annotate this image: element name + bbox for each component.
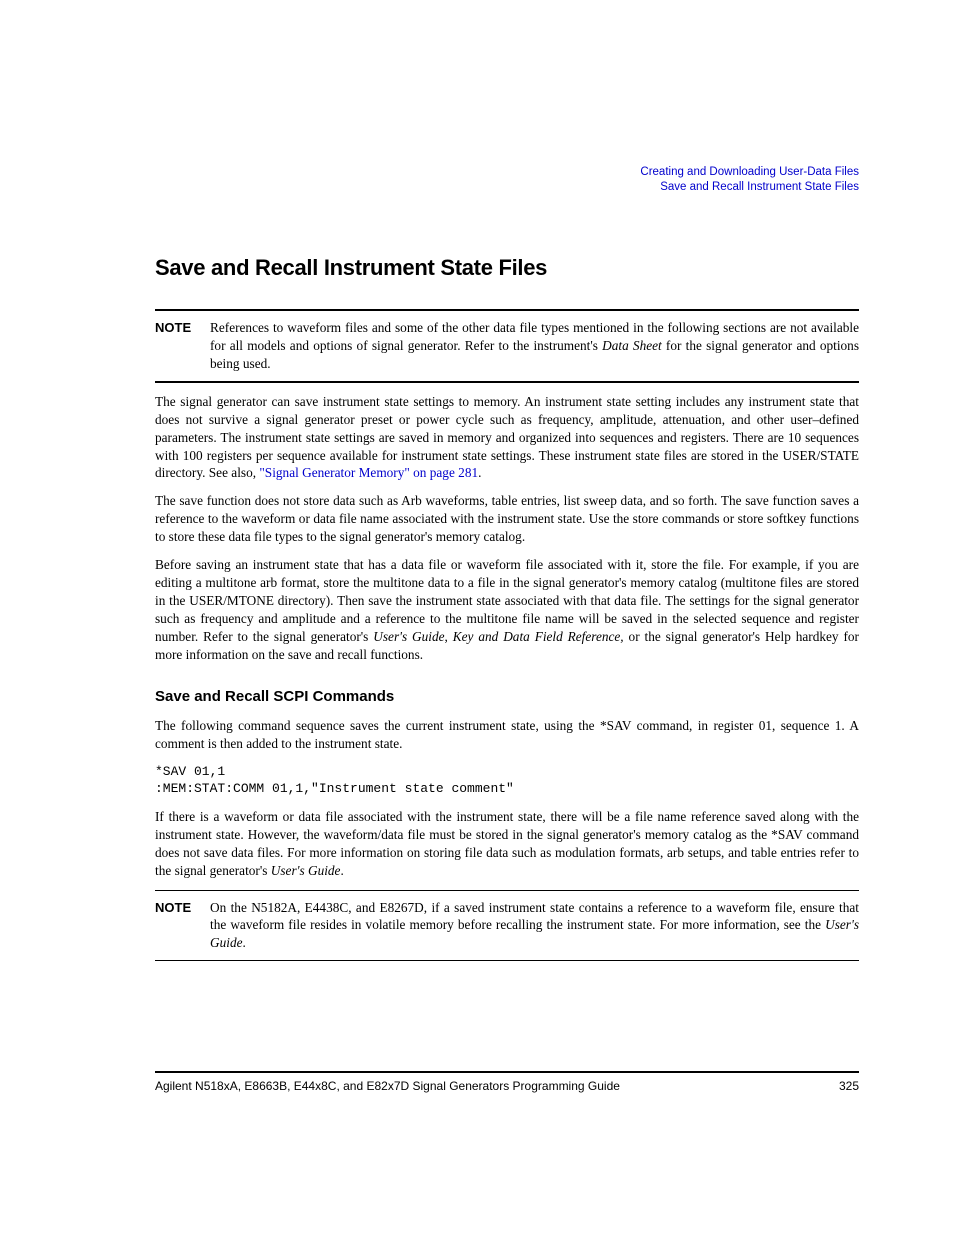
- note2-rule-bottom: [155, 960, 859, 961]
- note-label: NOTE: [155, 899, 210, 953]
- running-header: Creating and Downloading User-Data Files…: [155, 165, 859, 195]
- paragraph-1: The signal generator can save instrument…: [155, 393, 859, 483]
- note-rule-bottom: [155, 381, 859, 383]
- header-chapter: Creating and Downloading User-Data Files: [155, 165, 859, 180]
- note-body: References to waveform files and some of…: [210, 319, 859, 373]
- subheading-scpi: Save and Recall SCPI Commands: [155, 688, 859, 705]
- xref-link[interactable]: "Signal Generator Memory" on page 281: [259, 465, 478, 480]
- note-block-1: NOTE References to waveform files and so…: [155, 319, 859, 373]
- code-block: *SAV 01,1 :MEM:STAT:COMM 01,1,"Instrumen…: [155, 763, 859, 798]
- paragraph-2: The save function does not store data su…: [155, 492, 859, 546]
- page-number: 325: [839, 1079, 859, 1093]
- note-block-2: NOTE On the N5182A, E4438C, and E8267D, …: [155, 899, 859, 953]
- note-rule-top: [155, 309, 859, 311]
- page-footer: Agilent N518xA, E8663B, E44x8C, and E82x…: [155, 1073, 859, 1093]
- page-title: Save and Recall Instrument State Files: [155, 255, 859, 281]
- paragraph-4: The following command sequence saves the…: [155, 717, 859, 753]
- footer-title: Agilent N518xA, E8663B, E44x8C, and E82x…: [155, 1079, 620, 1093]
- header-section: Save and Recall Instrument State Files: [155, 180, 859, 195]
- note2-rule-top: [155, 890, 859, 891]
- paragraph-3: Before saving an instrument state that h…: [155, 556, 859, 664]
- note-body: On the N5182A, E4438C, and E8267D, if a …: [210, 899, 859, 953]
- paragraph-5: If there is a waveform or data file asso…: [155, 808, 859, 880]
- note-label: NOTE: [155, 319, 210, 373]
